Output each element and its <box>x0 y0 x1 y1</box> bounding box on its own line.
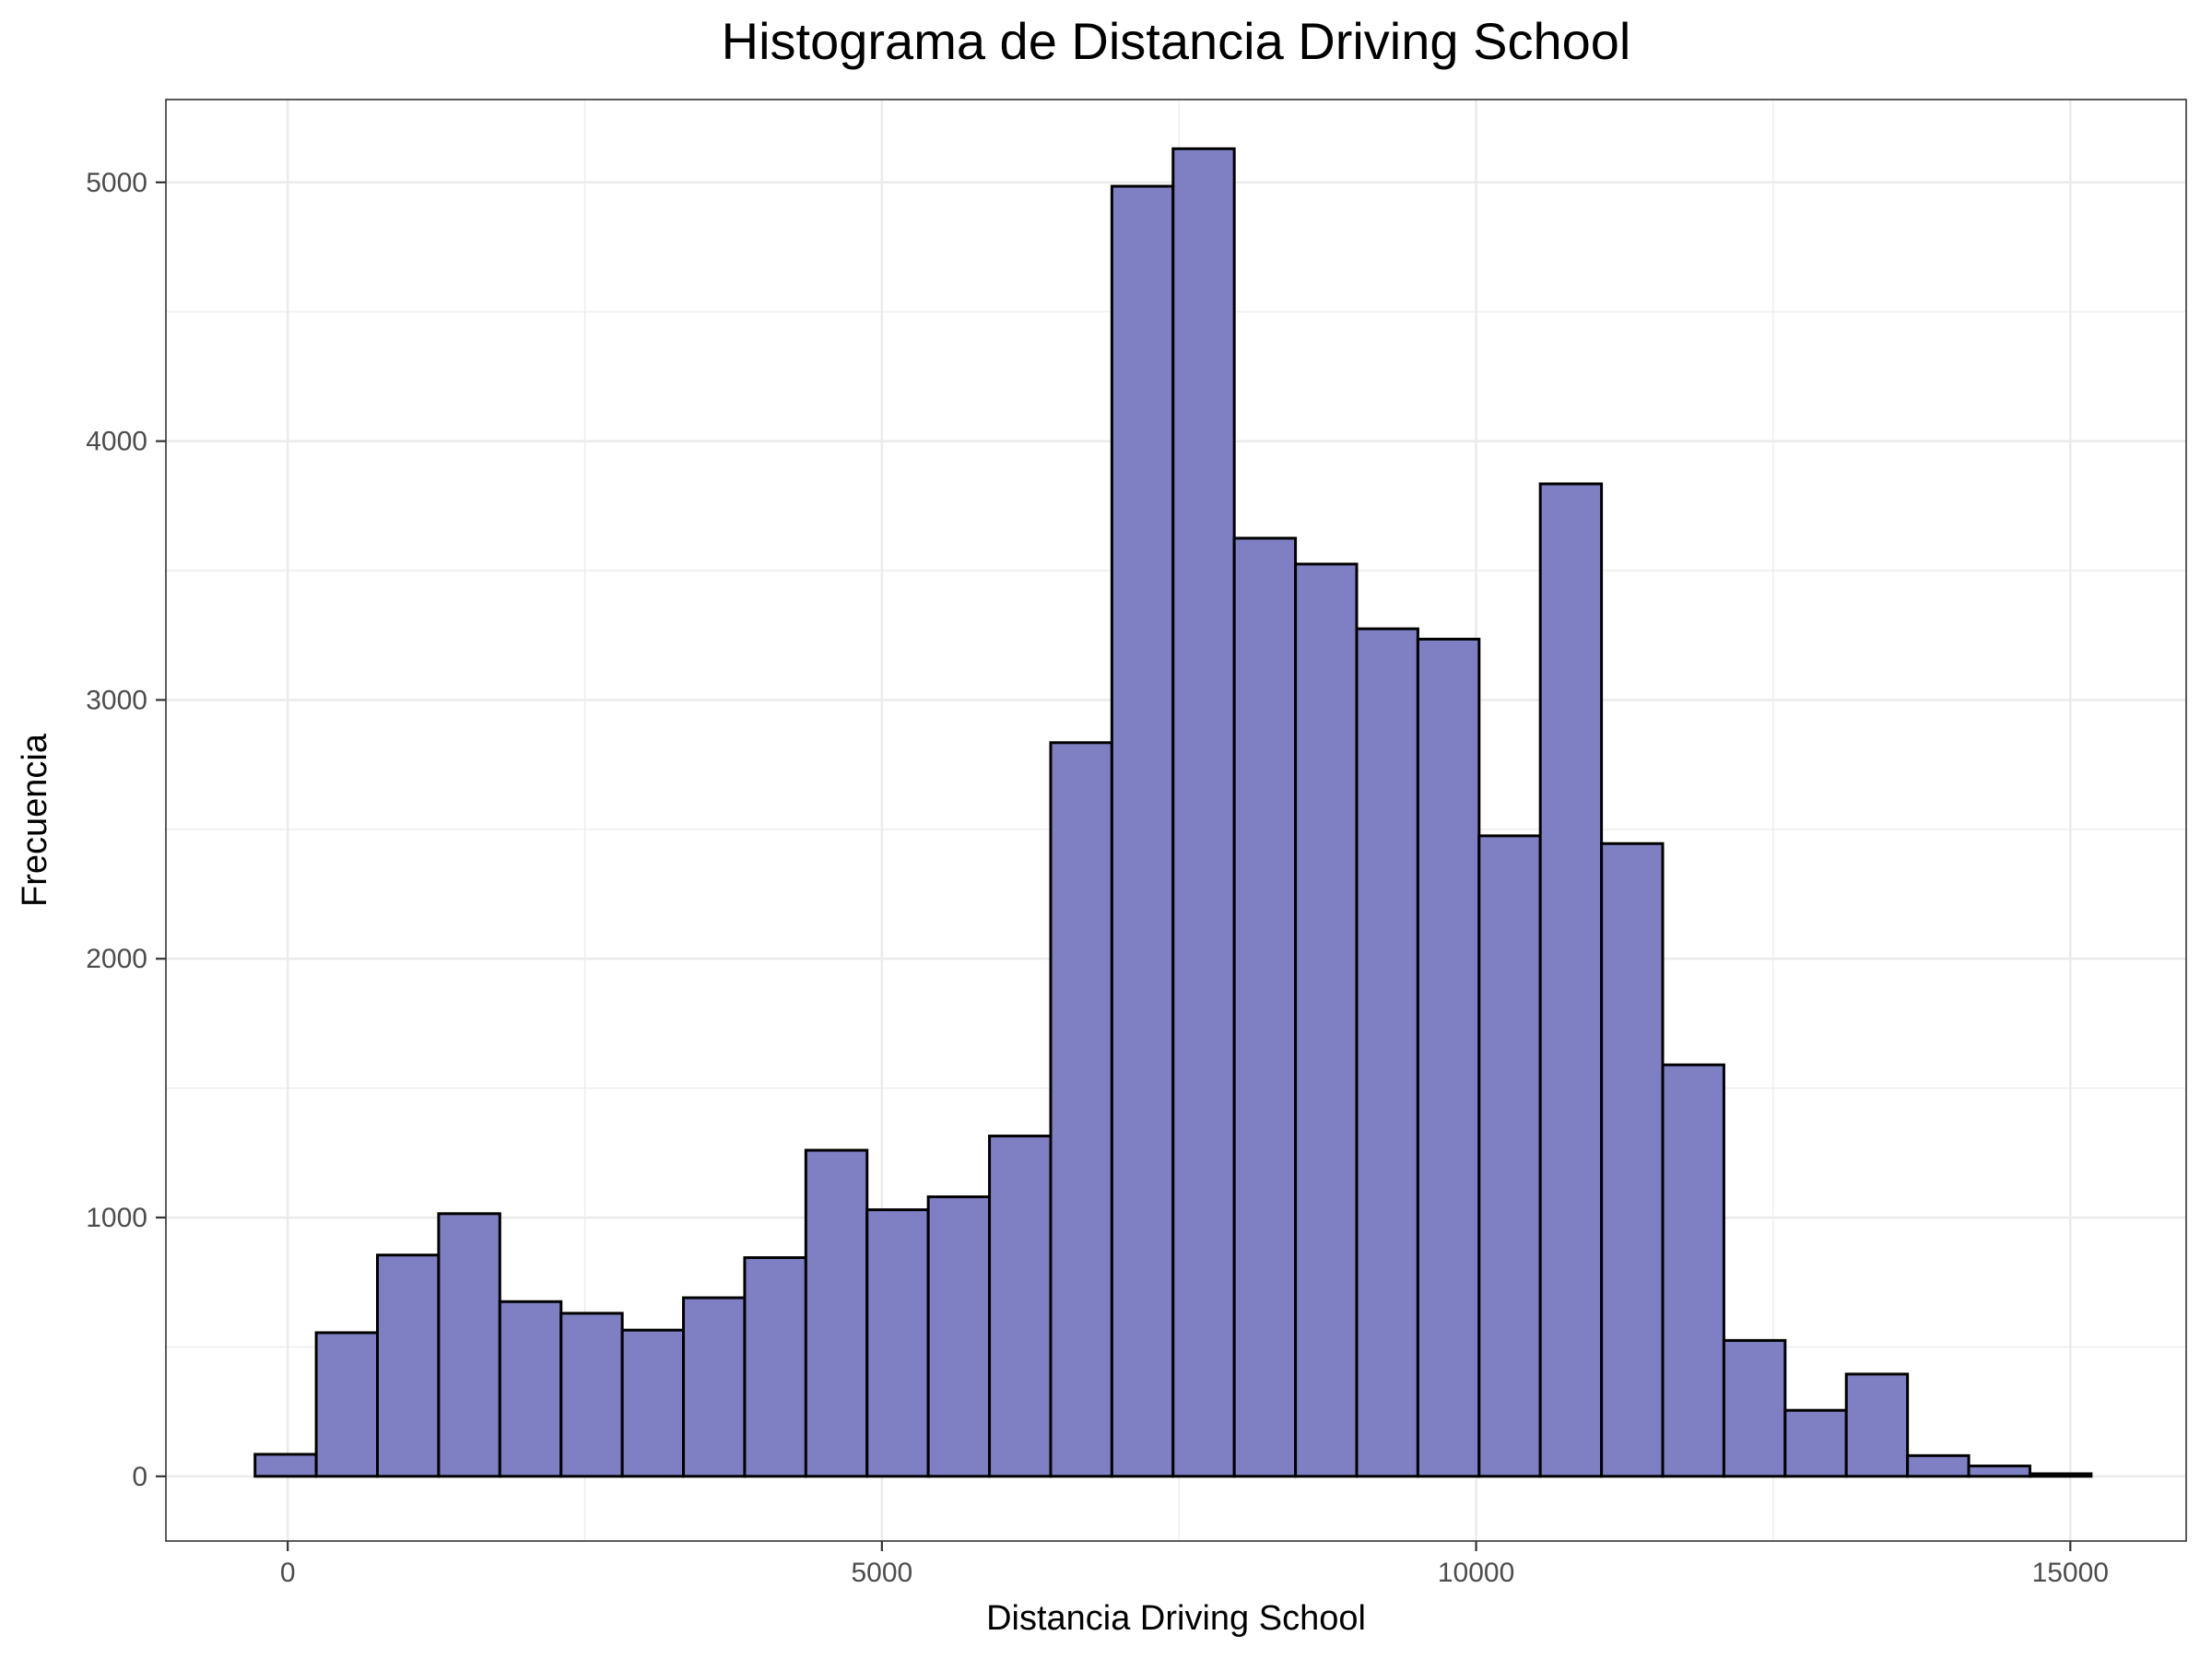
histogram-bar <box>1722 1338 1787 1478</box>
histogram-bar <box>498 1300 563 1478</box>
y-tick-label: 3000 <box>86 685 147 715</box>
histogram-bar <box>1844 1372 1910 1478</box>
y-axis-title: Frecuencia <box>16 733 54 907</box>
histogram-bar <box>1600 841 1665 1478</box>
histogram-bar <box>1783 1408 1848 1478</box>
x-axis-title: Distancia Driving School <box>986 1599 1366 1638</box>
y-tick-label: 2000 <box>86 944 147 974</box>
y-tick-label: 1000 <box>86 1203 147 1233</box>
x-tick-label: 10000 <box>1438 1558 1514 1588</box>
x-tick-label: 5000 <box>851 1558 912 1588</box>
histogram-bar <box>1416 637 1481 1478</box>
histogram-bar <box>314 1331 380 1478</box>
chart-title: Histograma de Distancia Driving School <box>722 12 1631 70</box>
histogram-bar <box>253 1453 318 1478</box>
histogram-bar <box>988 1135 1053 1478</box>
histogram-bar <box>1477 834 1542 1478</box>
histogram-bar <box>926 1195 992 1478</box>
histogram-bar <box>1232 536 1298 1478</box>
histogram-bar <box>804 1148 869 1478</box>
histogram-bar <box>559 1312 624 1478</box>
histogram-bar <box>1355 627 1419 1478</box>
histogram-bar <box>1171 147 1236 1478</box>
histogram-bar <box>2028 1472 2093 1478</box>
histogram-bar <box>1661 1063 1725 1478</box>
histogram-bar <box>1967 1465 2031 1478</box>
histogram-bar <box>1110 184 1175 1478</box>
histogram-bar <box>1538 482 1604 1478</box>
histogram-bar <box>682 1296 747 1478</box>
histogram-bar <box>1049 741 1113 1478</box>
histogram-bar <box>865 1208 930 1478</box>
histogram-bar <box>437 1212 501 1478</box>
x-tick-label: 15000 <box>2032 1558 2109 1588</box>
histogram-bar <box>376 1253 441 1478</box>
histogram-bar <box>1906 1453 1971 1478</box>
histogram-bar <box>620 1328 686 1478</box>
plot-panel-border <box>165 99 2187 1542</box>
y-tick-label: 5000 <box>86 168 147 198</box>
histogram-bar <box>743 1256 807 1478</box>
y-tick-label: 4000 <box>86 427 147 457</box>
histogram-bars <box>253 147 2093 1478</box>
axis-ticks: 0 5000 10000 15000 0 1000 2000 3000 4000 5000 <box>86 168 2109 1588</box>
histogram-bar <box>1294 562 1359 1478</box>
y-tick-label: 0 <box>132 1462 147 1492</box>
x-tick-label: 0 <box>280 1558 296 1588</box>
